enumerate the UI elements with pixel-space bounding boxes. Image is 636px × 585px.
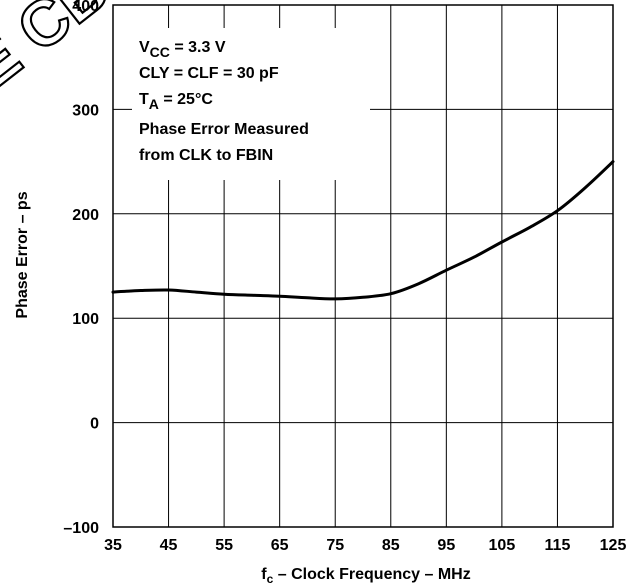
- y-tick-label: 400: [72, 0, 99, 15]
- x-tick-label: 35: [104, 537, 122, 554]
- annotation-ta: TA = 25°C: [139, 91, 213, 112]
- x-tick-label: 115: [545, 537, 571, 554]
- annotation-from: from CLK to FBIN: [139, 147, 273, 164]
- plot-frame: [112, 4, 614, 528]
- x-tick-label: 45: [160, 537, 178, 554]
- y-tick-label: 0: [90, 416, 99, 433]
- annotation-box: [132, 28, 370, 180]
- annotation-text: VCC = 3.3 V CLY = CLF = 30 pF TA = 25°C …: [139, 39, 309, 164]
- x-tick-label: 55: [215, 537, 233, 554]
- x-tick-label: 95: [437, 537, 455, 554]
- y-tick-labels: 400 300 200 100 0 –100: [63, 0, 99, 537]
- x-axis-title: fc – Clock Frequency – MHz: [261, 566, 470, 585]
- x-tick-label: 75: [326, 537, 344, 554]
- x-tick-label: 65: [271, 537, 289, 554]
- y-axis-title: Phase Error – ps: [14, 191, 31, 318]
- x-tick-label: 105: [489, 537, 516, 554]
- y-tick-label: 200: [72, 207, 99, 224]
- y-tick-label: 100: [72, 311, 99, 328]
- annotation-measure: Phase Error Measured: [139, 121, 309, 138]
- y-tick-label: –100: [63, 520, 99, 537]
- x-tick-labels: 35 45 55 65 75 85 95 105 115 125: [104, 537, 626, 554]
- x-tick-label: 125: [600, 537, 627, 554]
- annotation-vcc: VCC = 3.3 V: [139, 39, 226, 60]
- phase-error-line: [111, 160, 615, 301]
- x-tick-label: 85: [382, 537, 400, 554]
- y-tick-label: 300: [72, 102, 99, 119]
- annotation-load: CLY = CLF = 30 pF: [139, 65, 279, 82]
